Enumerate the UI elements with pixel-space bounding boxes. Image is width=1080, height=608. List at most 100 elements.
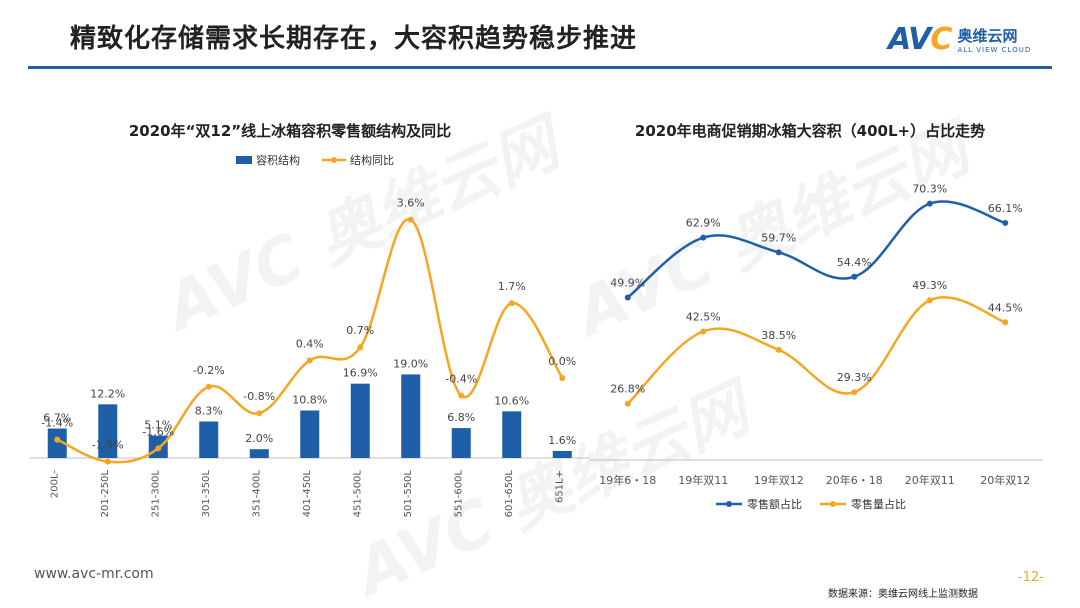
yoy-label: -0.2% xyxy=(193,364,225,377)
line-label: 38.5% xyxy=(761,329,796,342)
bar-label: 12.2% xyxy=(90,387,125,400)
x-tick-label: 20年双11 xyxy=(905,473,955,487)
yoy-label: -0.4% xyxy=(445,373,477,386)
line-point xyxy=(851,389,858,396)
bar xyxy=(552,450,572,458)
data-source: 数据来源：奥维云网线上监测数据 xyxy=(828,589,978,600)
x-tick-label: 20年双12 xyxy=(980,473,1030,487)
x-tick-label: 19年双11 xyxy=(678,473,728,487)
yoy-point xyxy=(508,300,515,307)
bar-label: 10.8% xyxy=(292,393,327,406)
line-label: 49.9% xyxy=(610,276,645,289)
bar-label: 1.6% xyxy=(548,434,576,447)
bar xyxy=(98,404,118,458)
legend-label: 容积结构 xyxy=(256,153,300,167)
yoy-point xyxy=(458,392,465,399)
logo-mark: AVC xyxy=(888,22,952,57)
x-tick-label: 401-450L xyxy=(302,470,313,518)
x-tick-label: 551-600L xyxy=(453,470,464,518)
legend-marker xyxy=(830,501,836,507)
bar xyxy=(300,410,320,458)
yoy-label: -1.9% xyxy=(92,439,124,452)
x-tick-label: 651L+ xyxy=(554,470,565,503)
bar-label: 10.6% xyxy=(494,394,529,407)
yoy-label: -1.4% xyxy=(41,417,73,430)
x-tick-label: 601-650L xyxy=(504,470,515,518)
logo-en: ALL VIEW CLOUD xyxy=(957,46,1032,54)
volume-share-line xyxy=(626,296,1006,405)
bar-label: 19.0% xyxy=(393,357,428,370)
yoy-point xyxy=(357,344,364,351)
x-tick-label: 19年6・18 xyxy=(599,473,656,487)
right-chart-title: 2020年电商促销期冰箱大容积（400L+）占比走势 xyxy=(634,122,986,140)
yoy-label: 0.0% xyxy=(548,355,576,368)
line-label: 54.4% xyxy=(837,256,872,269)
line-point xyxy=(775,346,782,353)
logo-cn: 奥维云网 xyxy=(957,27,1018,45)
header-rule xyxy=(28,66,1052,69)
bar xyxy=(350,383,370,458)
bar-label: 6.8% xyxy=(447,411,475,424)
bar xyxy=(451,428,471,458)
bar xyxy=(401,374,421,458)
bar-label: 16.9% xyxy=(343,367,378,380)
bar xyxy=(249,449,269,458)
x-tick-label: 19年双12 xyxy=(754,473,804,487)
yoy-label: -0.8% xyxy=(243,390,275,403)
line-point xyxy=(926,200,933,207)
line-label: 44.5% xyxy=(988,301,1023,314)
line-label: 70.3% xyxy=(912,183,947,196)
sales-share-line xyxy=(626,200,1006,299)
x-tick-label: 501-550L xyxy=(403,470,414,518)
line-point xyxy=(1002,319,1009,326)
bar-label: 8.3% xyxy=(195,404,223,417)
line-label: 49.3% xyxy=(912,279,947,292)
yoy-label: 0.4% xyxy=(296,337,324,350)
line-point xyxy=(624,400,631,407)
legend-swatch-bar xyxy=(236,156,252,164)
x-tick-label: 20年6・18 xyxy=(826,473,883,487)
yoy-point xyxy=(256,410,263,417)
yoy-label: 1.7% xyxy=(498,280,526,293)
yoy-label: 3.6% xyxy=(397,197,425,210)
bar xyxy=(47,428,67,458)
bar-label: 2.0% xyxy=(245,432,273,445)
yoy-label: 0.7% xyxy=(346,324,374,337)
yoy-point xyxy=(306,357,313,364)
line-point xyxy=(700,328,707,335)
x-tick-label: 301-350L xyxy=(201,470,212,518)
line-point xyxy=(1002,219,1009,226)
legend-marker xyxy=(726,501,732,507)
line-label: 59.7% xyxy=(761,231,796,244)
line-point xyxy=(624,294,631,301)
line-label: 26.8% xyxy=(610,383,645,396)
footer-url[interactable]: www.avc-mr.com xyxy=(34,566,154,582)
yoy-point xyxy=(559,375,566,381)
x-tick-label: 351-400L xyxy=(251,470,262,518)
line-point xyxy=(926,297,933,304)
yoy-point xyxy=(205,383,212,390)
bar-label: 5.1% xyxy=(144,419,172,432)
avc-logo: AVC 奥维云网 ALL VIEW CLOUD xyxy=(888,22,1031,57)
line-label: 66.1% xyxy=(988,202,1023,215)
legend-label: 零售额占比 xyxy=(747,497,802,511)
yoy-point xyxy=(155,445,162,452)
legend-label: 结构同比 xyxy=(350,153,394,167)
page-title: 精致化存储需求长期存在，大容积趋势稳步推进 xyxy=(70,24,638,54)
x-tick-label: 201-250L xyxy=(100,470,111,518)
bar xyxy=(199,421,219,458)
left-chart-title: 2020年“双12”线上冰箱容积零售额结构及同比 xyxy=(128,122,452,140)
x-tick-label: 200L- xyxy=(49,470,60,498)
bar xyxy=(502,411,522,458)
page-number: -12- xyxy=(1018,570,1044,585)
yoy-label: -1.6% xyxy=(142,425,174,438)
legend-marker xyxy=(331,157,337,163)
x-tick-label: 451-500L xyxy=(352,470,363,518)
line-point xyxy=(851,273,858,280)
yoy-point xyxy=(104,458,111,465)
line-label: 62.9% xyxy=(686,217,721,230)
yoy-point xyxy=(407,216,414,223)
x-tick-label: 251-300L xyxy=(150,470,161,518)
line-point xyxy=(700,234,707,241)
